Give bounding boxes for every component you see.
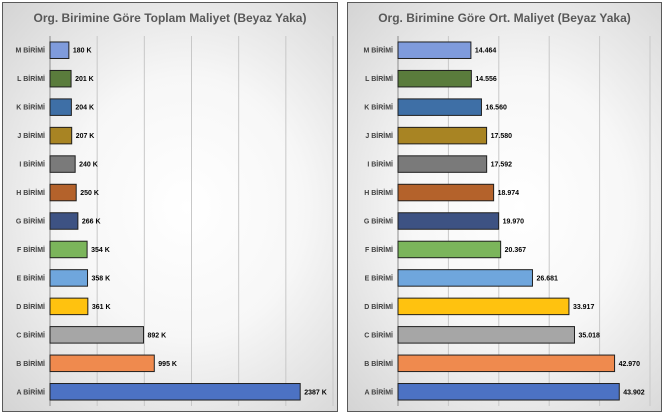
bar — [49, 383, 301, 401]
category-label: I BİRİMİ — [19, 161, 45, 169]
data-label: 33.917 — [573, 304, 595, 311]
bar — [397, 41, 472, 59]
category-label: L BİRİMİ — [17, 75, 45, 83]
average-cost-bar-chart: M BİRİMİ 14.464 L BİRİMİ 14.556 K BİRİMİ 16.5… — [363, 36, 651, 406]
category-label: B BİRİMİ — [16, 360, 45, 368]
category-label: I BİRİMİ — [367, 161, 393, 169]
bar — [49, 126, 73, 145]
data-label: 204 K — [75, 105, 94, 112]
category-label: J BİRİMİ — [365, 132, 393, 140]
bar — [397, 155, 488, 173]
bar — [49, 240, 88, 259]
category-label: E BİRİMİ — [365, 274, 393, 282]
bar — [49, 326, 144, 344]
data-label: 20.367 — [505, 247, 527, 254]
category-label: B BİRİMİ — [364, 360, 393, 368]
category-label: F BİRİMİ — [17, 246, 45, 254]
bar — [49, 98, 72, 116]
category-label: D BİRİMİ — [364, 303, 393, 311]
category-label: E BİRİMİ — [17, 274, 45, 282]
total-cost-bar-chart: M BİRİMİ 180 K L BİRİMİ 201 K K BİRİMİ 204 K J… — [15, 36, 334, 406]
bar — [397, 69, 472, 88]
bar — [49, 69, 72, 88]
bar — [397, 383, 620, 401]
bar — [397, 326, 575, 344]
bar — [397, 183, 495, 202]
bar — [49, 155, 76, 173]
category-label: H BİRİMİ — [364, 189, 393, 197]
category-label: A BİRİMİ — [16, 388, 45, 396]
category-label: H BİRİMİ — [16, 189, 45, 197]
chart-title: Org. Birimine Göre Toplam Maliyet (Beyaz… — [33, 11, 307, 25]
category-label: K BİRİMİ — [16, 104, 45, 112]
category-label: G BİRİMİ — [16, 218, 45, 226]
data-label: 19.970 — [503, 219, 525, 226]
category-label: M BİRİMİ — [15, 47, 45, 55]
chart-panel-average-cost: Org. Birimine Göre Ort. Maliyet (Beyaz Y… — [347, 2, 662, 412]
data-label: 180 K — [73, 48, 92, 55]
data-label: 2387 K — [304, 389, 327, 396]
bar — [397, 297, 570, 316]
bar — [49, 212, 79, 230]
category-label: F BİRİMİ — [365, 246, 393, 254]
data-label: 995 K — [158, 361, 177, 368]
data-label: 240 K — [79, 162, 98, 169]
data-label: 26.681 — [536, 275, 558, 282]
bar — [397, 269, 533, 287]
data-label: 14.464 — [475, 48, 497, 55]
bar — [397, 98, 482, 116]
bar — [49, 354, 155, 373]
data-label: 250 K — [80, 190, 99, 197]
data-label: 43.902 — [623, 389, 645, 396]
category-label: D BİRİMİ — [16, 303, 45, 311]
data-label: 16.560 — [485, 105, 507, 112]
bar — [397, 354, 616, 373]
data-label: 354 K — [91, 247, 110, 254]
category-label: L BİRİMİ — [365, 75, 393, 83]
category-label: C BİRİMİ — [16, 331, 45, 339]
bar — [397, 126, 488, 145]
data-label: 266 K — [82, 219, 101, 226]
category-label: J BİRİMİ — [17, 132, 45, 140]
bar — [397, 212, 500, 230]
data-label: 42.970 — [619, 361, 641, 368]
bar — [49, 297, 89, 316]
bar — [49, 269, 89, 287]
bar — [49, 41, 70, 59]
bar — [49, 183, 77, 202]
category-label: A BİRİMİ — [364, 388, 393, 396]
data-label: 358 K — [92, 275, 111, 282]
category-label: C BİRİMİ — [364, 331, 393, 339]
data-label: 18.974 — [498, 190, 520, 197]
category-label: K BİRİMİ — [364, 104, 393, 112]
bar — [397, 240, 502, 259]
data-label: 201 K — [75, 76, 94, 83]
data-label: 361 K — [92, 304, 111, 311]
data-label: 892 K — [147, 332, 166, 339]
category-label: G BİRİMİ — [364, 218, 393, 226]
data-label: 207 K — [76, 133, 95, 140]
data-label: 14.556 — [475, 76, 497, 83]
category-label: M BİRİMİ — [363, 47, 393, 55]
data-label: 17.580 — [491, 133, 513, 140]
chart-panel-total-cost: Org. Birimine Göre Toplam Maliyet (Beyaz… — [2, 2, 338, 412]
data-label: 17.592 — [491, 162, 513, 169]
chart-title: Org. Birimine Göre Ort. Maliyet (Beyaz Y… — [378, 11, 631, 25]
data-label: 35.018 — [578, 332, 600, 339]
